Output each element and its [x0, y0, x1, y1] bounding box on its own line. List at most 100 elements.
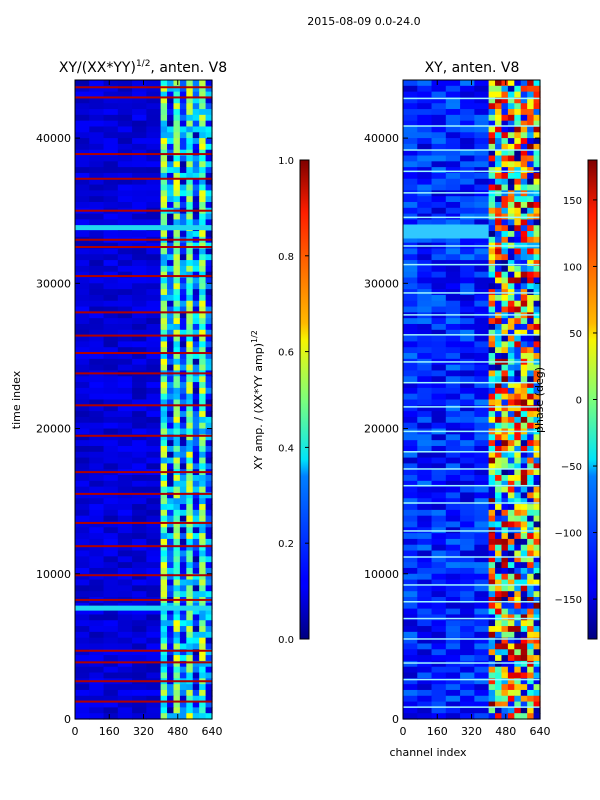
- heatmap-cell: [495, 370, 503, 377]
- heatmap-cell: [431, 91, 447, 99]
- heatmap-cell: [117, 196, 133, 203]
- heatmap-cell: [417, 184, 433, 191]
- heatmap-cell: [445, 143, 461, 151]
- heatmap-cell: [173, 684, 181, 691]
- heatmap-cell: [431, 114, 447, 122]
- heatmap-cell: [445, 469, 461, 476]
- heatmap-cell: [474, 405, 490, 412]
- heatmap-cell: [160, 254, 168, 261]
- heatmap-cell: [527, 614, 535, 621]
- colorbar-tick-label: 100: [563, 262, 582, 273]
- heatmap-cell: [146, 231, 162, 238]
- heatmap-cell: [132, 91, 147, 99]
- heatmap-cell: [205, 132, 213, 139]
- heatmap-cell: [501, 515, 509, 523]
- heatmap-cell: [103, 411, 119, 418]
- heatmap-cell: [514, 300, 522, 308]
- heatmap-cell: [501, 196, 509, 203]
- heatmap-cell: [103, 451, 119, 459]
- heatmap-cell: [199, 341, 207, 348]
- heatmap-cell: [474, 492, 490, 499]
- heatmap-cell: [75, 277, 90, 284]
- heatmap-cell: [460, 695, 475, 703]
- heatmap-cell: [431, 440, 447, 447]
- heatmap-cell: [501, 109, 509, 116]
- heatmap-cell: [132, 318, 147, 325]
- heatmap-cell: [199, 538, 207, 546]
- heatmap-cell: [117, 695, 133, 703]
- heatmap-cell: [474, 161, 490, 168]
- heatmap-cell: [103, 544, 119, 552]
- heatmap-cell: [488, 440, 496, 447]
- heatmap-cell: [205, 515, 213, 523]
- heatmap-cell: [403, 347, 418, 354]
- heatmap-cell: [403, 306, 418, 313]
- heatmap-cell: [103, 649, 119, 656]
- heatmap-cell: [205, 353, 213, 360]
- heatmap-cell: [520, 469, 528, 476]
- heatmap-cell: [192, 672, 200, 679]
- heatmap-cell: [179, 655, 187, 662]
- phase-band-stripe: [403, 224, 489, 239]
- heatmap-cell: [167, 585, 175, 592]
- heatmap-cell: [160, 109, 168, 116]
- heatmap-cell: [403, 655, 418, 662]
- heatmap-cell: [199, 242, 207, 250]
- heatmap-cell: [431, 475, 447, 482]
- panel1-title: XY/(XX*YY)1/2, anten. V8: [59, 59, 227, 76]
- y-tick-label: 30000: [36, 277, 71, 290]
- heatmap-cell: [186, 689, 194, 697]
- heatmap-cell: [89, 132, 105, 139]
- heatmap-cell: [403, 335, 418, 343]
- heatmap-cell: [205, 161, 213, 168]
- heatmap-cell: [89, 143, 105, 151]
- y-tick-label: 20000: [364, 423, 399, 436]
- heatmap-cell: [488, 585, 496, 592]
- heatmap-cell: [488, 85, 496, 93]
- heatmap-cell: [533, 504, 541, 511]
- heatmap-cell: [533, 649, 541, 656]
- heatmap-cell: [533, 684, 541, 691]
- heatmap-cell: [132, 341, 147, 348]
- heatmap-cell: [199, 190, 207, 197]
- heatmap-cell: [460, 300, 475, 308]
- heatmap-cell: [501, 544, 509, 552]
- heatmap-cell: [474, 132, 490, 139]
- heatmap-cell: [403, 172, 418, 180]
- heatmap-cell: [495, 504, 503, 511]
- heatmap-cell: [507, 138, 515, 145]
- heatmap-cell: [75, 254, 90, 261]
- heatmap-cell: [495, 544, 503, 552]
- heatmap-cell: [117, 335, 133, 343]
- heatmap-cell: [533, 695, 541, 703]
- heatmap-cell: [89, 649, 105, 656]
- heatmap-cell: [199, 515, 207, 523]
- heatmap-cell: [186, 608, 194, 616]
- heatmap-cell: [117, 91, 133, 99]
- heatmap-cell: [103, 550, 119, 557]
- heatmap-cell: [117, 504, 133, 511]
- heatmap-cell: [495, 672, 503, 679]
- heatmap-cell: [495, 567, 503, 575]
- heatmap-cell: [186, 556, 194, 563]
- heatmap-cell: [460, 660, 475, 668]
- heatmap-cell: [514, 248, 522, 255]
- heatmap-cell: [132, 172, 147, 180]
- heatmap-cell: [431, 631, 447, 639]
- heatmap-cell: [460, 480, 475, 488]
- heatmap-cell: [445, 509, 461, 517]
- colorbar-tick-label: 1.0: [278, 156, 294, 167]
- heatmap-cell: [445, 254, 461, 261]
- heatmap-cell: [186, 213, 194, 221]
- heatmap-cell: [167, 538, 175, 546]
- heatmap-cell: [89, 109, 105, 116]
- heatmap-cell: [533, 387, 541, 395]
- heatmap-cell: [132, 143, 147, 151]
- heatmap-cell: [495, 219, 503, 226]
- heatmap-cell: [417, 689, 433, 697]
- heatmap-cell: [146, 399, 162, 406]
- heatmap-cell: [495, 225, 503, 232]
- heatmap-cell: [474, 451, 490, 459]
- heatmap-cell: [179, 695, 187, 703]
- heatmap-cell: [117, 701, 133, 708]
